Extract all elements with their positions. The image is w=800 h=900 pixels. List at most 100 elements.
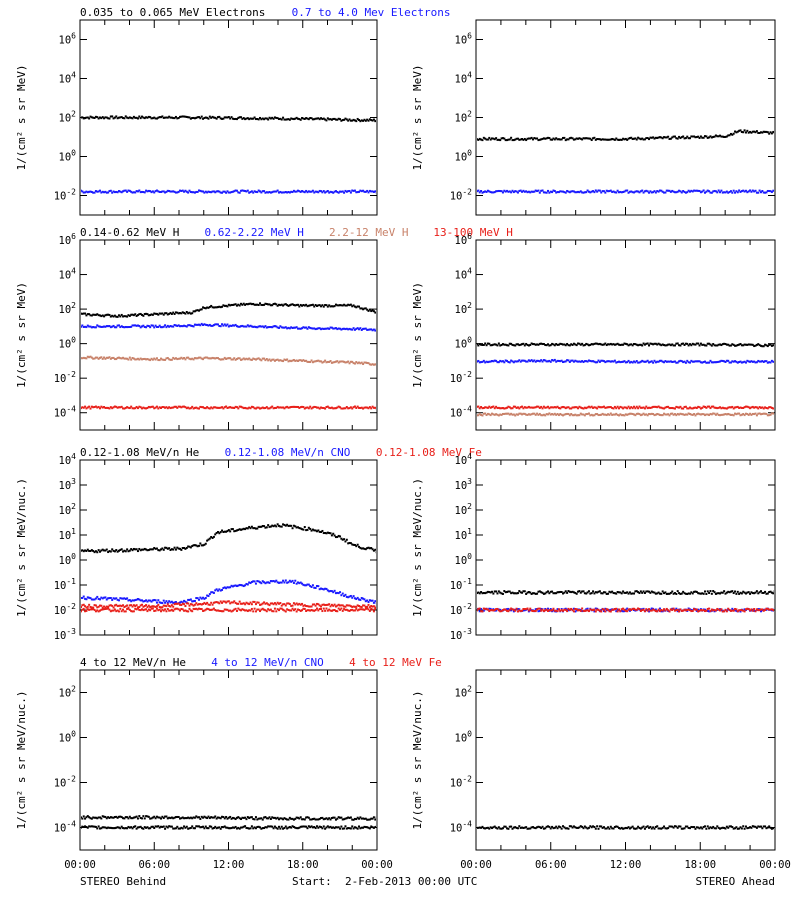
data-point [375,551,376,554]
data-point [514,414,517,417]
data-point [188,545,191,548]
data-point [669,360,672,363]
data-point [531,138,534,141]
data-point [235,827,238,830]
data-point [754,591,757,594]
data-point [320,826,323,829]
data-point [208,817,211,820]
data-point [363,327,366,330]
data-point [484,342,487,345]
data-point [746,359,749,362]
data-point [534,360,537,363]
data-point [731,609,734,612]
data-point [181,115,184,118]
data-point [233,530,236,533]
data-point [546,136,549,139]
data-point [303,359,306,362]
data-point [290,405,293,408]
data-point [165,610,168,613]
data-point [693,343,696,346]
data-point [279,602,282,605]
data-point [628,137,631,140]
data-point [634,343,637,346]
data-point [302,304,305,307]
data-point [698,189,701,192]
data-point [242,527,245,530]
data-point [334,360,337,363]
data-point [195,309,198,312]
data-point [712,190,715,193]
data-point [358,305,361,308]
data-point [219,817,222,820]
data-point [686,608,689,611]
data-point [105,406,108,409]
data-point [366,605,369,608]
data-point [241,816,244,819]
data-point [503,590,506,593]
data-point [245,582,248,585]
data-point [518,608,521,611]
data-point [604,406,607,409]
data-point [253,116,256,119]
data-point [322,190,325,193]
data-point [103,596,106,599]
data-point [169,609,172,612]
data-point [303,407,306,410]
data-point [134,548,137,551]
data-point [214,323,217,326]
data-point [482,190,485,193]
data-point [638,361,641,364]
y-tick-label: 10-2 [54,188,76,203]
data-point [586,360,589,363]
data-point [609,138,612,141]
data-point [166,324,169,327]
data-point [769,590,772,593]
data-point [101,190,104,193]
data-point [533,190,536,193]
data-point [183,324,186,327]
data-point [351,305,354,308]
data-point [134,191,137,194]
data-point [597,405,600,408]
data-point [765,191,768,194]
data-point [286,191,289,194]
data-point [617,343,620,346]
data-point [635,138,638,141]
data-point [279,359,282,362]
data-point [747,413,750,416]
data-point [477,344,480,347]
data-point [165,312,168,315]
data-point [676,608,679,611]
data-point [586,607,589,610]
data-point [306,827,309,830]
data-point [766,345,769,348]
data-point [128,189,131,192]
data-point [575,609,578,612]
data-point [661,590,664,593]
data-point [650,360,653,363]
data-point [586,609,589,612]
data-point [108,816,111,819]
data-point [301,327,304,330]
data-point [128,826,131,829]
data-point [225,357,228,360]
data-point [541,591,544,594]
data-point [578,342,581,345]
data-point [675,137,678,140]
data-point [226,323,229,326]
data-point [669,407,672,410]
data-point [484,137,487,140]
data-point [344,817,347,820]
data-point [720,189,723,192]
data-point [240,584,243,587]
data-point [371,826,374,829]
data-point [353,405,356,408]
data-point [207,815,210,818]
data-point [735,406,738,409]
data-point [620,343,623,346]
data-point [633,342,636,345]
data-point [143,117,146,120]
plot-frame [475,669,776,851]
data-point [112,315,115,318]
data-point [200,544,203,547]
